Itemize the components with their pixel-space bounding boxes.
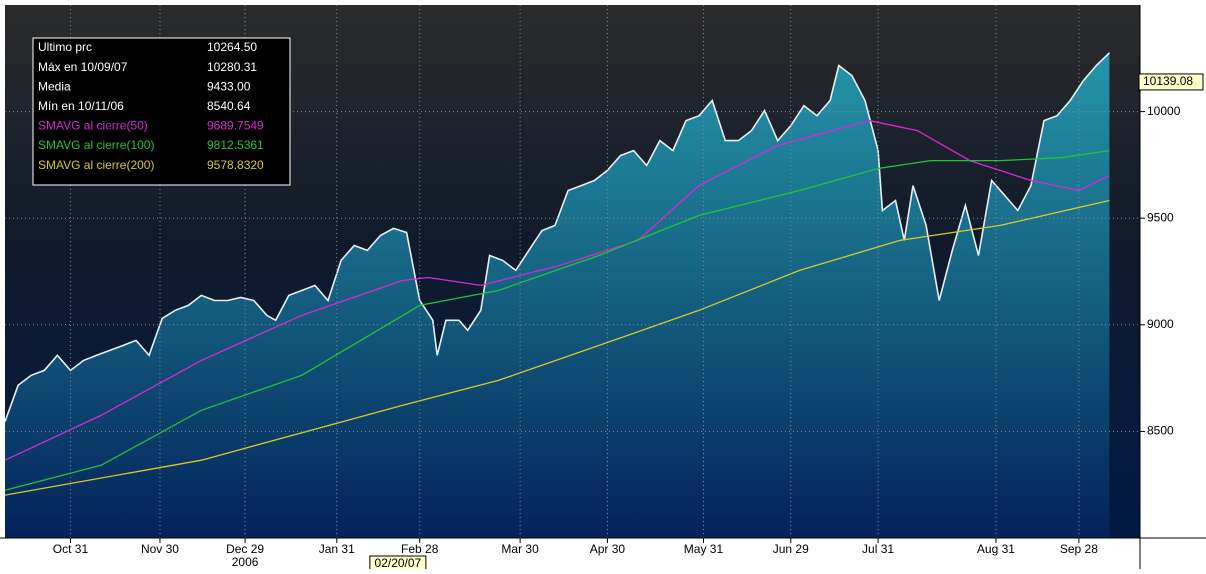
x-tick-label: Mar 30 <box>501 542 539 556</box>
price-tag-box <box>1138 73 1204 91</box>
x-tick-label: May 31 <box>684 542 724 556</box>
x-tick-label: Aug 31 <box>977 542 1015 556</box>
moving-average-line <box>4 149 1110 491</box>
x-tick-label: Dec 29 <box>226 542 264 556</box>
legend-label: SMAVG al cierre(50) <box>38 119 148 133</box>
year-label: 2006 <box>232 555 259 569</box>
x-tick-label: Nov 30 <box>141 542 179 556</box>
stats-label: Máx en 10/09/07 <box>38 60 128 74</box>
plot-layer <box>4 5 1140 539</box>
x-tick-label: Jul 31 <box>862 542 894 556</box>
price-area <box>5 52 1110 539</box>
y-tick-label: 9000 <box>1147 317 1174 331</box>
y-tick-label: 8500 <box>1147 424 1174 438</box>
x-tick-label: Sep 28 <box>1060 542 1098 556</box>
x-tick-label: Apr 30 <box>590 542 626 556</box>
stats-box-frame <box>32 37 291 186</box>
stats-label: Media <box>38 79 71 93</box>
stats-value: 10264.50 <box>207 40 257 54</box>
legend-value: 9689.7549 <box>207 119 264 133</box>
cursor-date-label: 02/20/07 <box>375 556 422 569</box>
stats-value: 9433.00 <box>207 79 251 93</box>
legend-label: SMAVG al cierre(200) <box>38 158 154 172</box>
stats-label: Mín en 10/11/06 <box>38 99 124 113</box>
x-tick-label: Feb 28 <box>401 542 439 556</box>
x-tick-label: Oct 31 <box>53 542 89 556</box>
price-tag-label: 10139.08 <box>1143 74 1193 88</box>
stats-box: Ultimo prc 10264.50 Máx en 10/09/07 10280.3… <box>32 37 291 186</box>
stats-value: 10280.31 <box>207 60 257 74</box>
y-tick-label: 10000 <box>1147 104 1181 118</box>
price-line <box>4 52 1110 422</box>
legend-label: SMAVG al cierre(100) <box>38 138 154 152</box>
stats-value: 8540.64 <box>207 99 251 113</box>
legend-value: 9578.8320 <box>207 158 264 172</box>
moving-average-line <box>4 199 1110 496</box>
x-tick-label: Jan 31 <box>319 542 355 556</box>
y-tick-label: 9500 <box>1147 210 1174 224</box>
x-tick-label: Jun 29 <box>773 542 809 556</box>
stats-label: Ultimo prc <box>38 40 92 54</box>
legend-value: 9812.5361 <box>207 138 264 152</box>
